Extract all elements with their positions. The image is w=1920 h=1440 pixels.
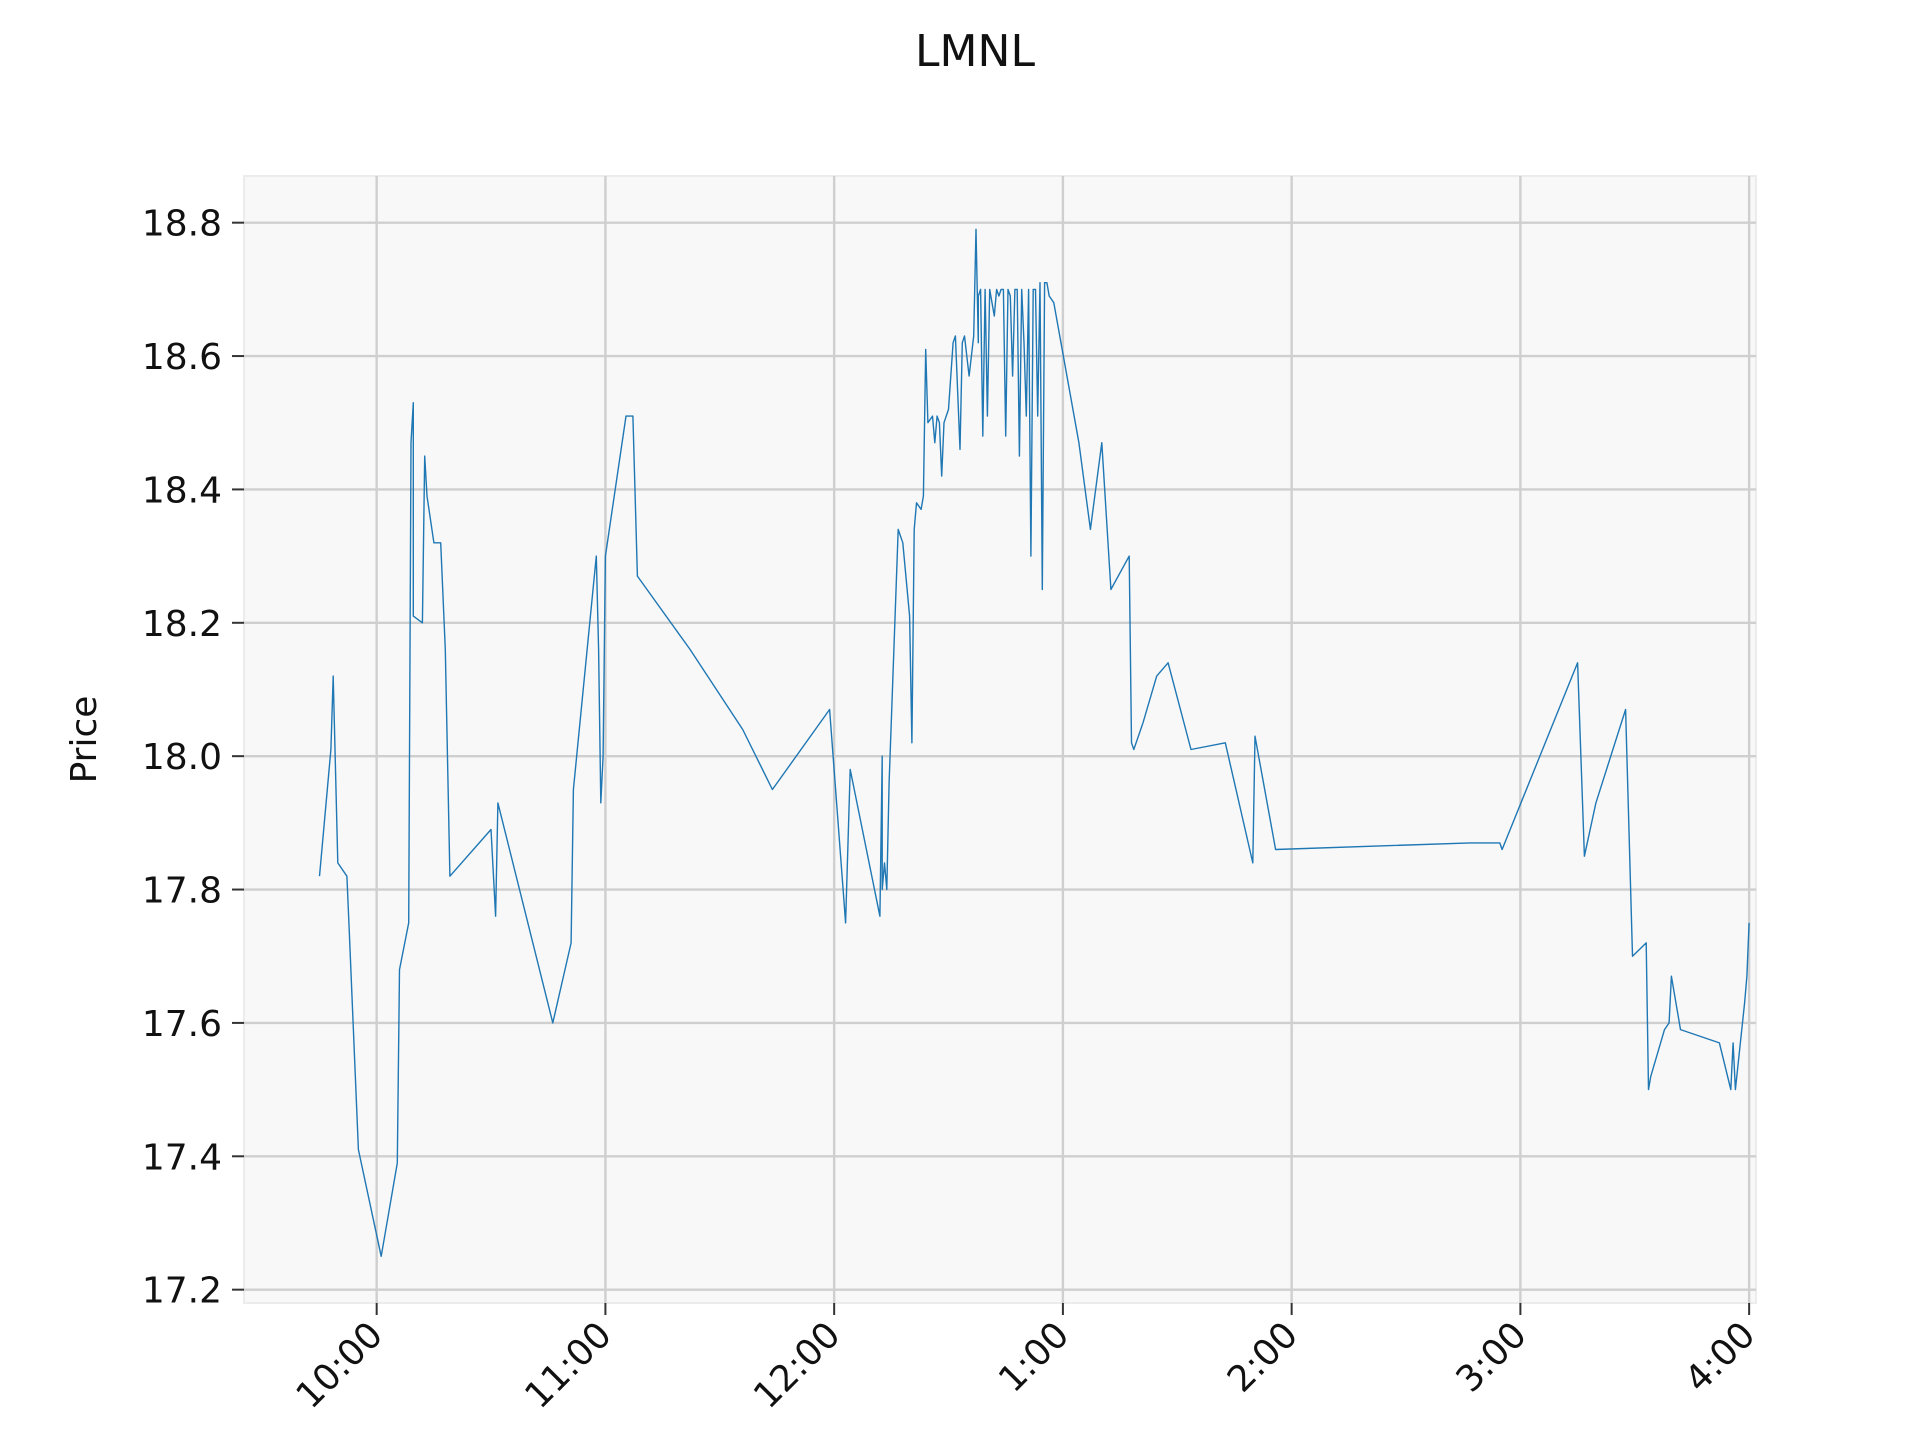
y-tick-label: 17.6: [142, 1004, 222, 1045]
y-tick-label: 18.6: [142, 337, 222, 378]
gridlines: [244, 176, 1756, 1303]
y-tick-label: 18.0: [142, 737, 222, 778]
x-tick-label: 4:00: [1677, 1314, 1763, 1400]
plot-area: [243, 175, 1757, 1304]
chart-title: LMNL: [915, 26, 1035, 77]
y-axis-label: Price: [64, 696, 105, 784]
y-tick-label: 18.4: [142, 470, 222, 511]
price-series-line: [318, 228, 1750, 1257]
x-tick-label: 3:00: [1449, 1314, 1535, 1400]
x-tick-label: 12:00: [746, 1314, 848, 1416]
y-tick-label: 18.8: [142, 204, 222, 245]
x-tick-label: 1:00: [991, 1314, 1077, 1400]
y-tick-label: 17.4: [142, 1137, 222, 1178]
x-tick-label: 2:00: [1220, 1314, 1306, 1400]
x-tick-label: 11:00: [517, 1314, 619, 1416]
x-tick-label: 10:00: [289, 1314, 391, 1416]
y-tick-label: 17.2: [142, 1271, 222, 1312]
y-tick-label: 18.2: [142, 604, 222, 645]
y-tick-label: 17.8: [142, 871, 222, 912]
